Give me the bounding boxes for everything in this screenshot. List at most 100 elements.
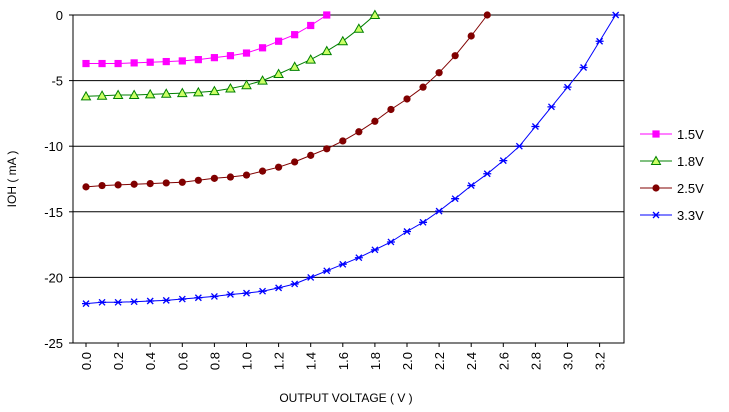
x-tick-label: 0.4 (143, 352, 158, 370)
data-point (307, 21, 315, 30)
data-point (162, 57, 170, 66)
data-point (258, 44, 267, 52)
x-tick-label: 1.8 (368, 352, 383, 370)
data-point (178, 295, 187, 303)
data-point (226, 52, 235, 60)
x-tick-label: 0.2 (111, 352, 126, 370)
y-tick-label: -10 (44, 139, 63, 154)
series-line (85, 14, 617, 305)
data-point (82, 59, 90, 68)
x-tick-label: 2.2 (432, 352, 447, 370)
data-point (226, 173, 235, 181)
data-point (483, 11, 491, 19)
data-point (323, 145, 331, 153)
series-line (85, 14, 488, 188)
data-point (323, 11, 331, 19)
data-point (403, 228, 411, 235)
data-point (210, 174, 218, 182)
data-point (144, 88, 156, 99)
data-point (128, 89, 140, 100)
data-point (387, 105, 395, 114)
data-point (130, 180, 138, 188)
data-point (547, 103, 556, 111)
legend-item: 3.3V (640, 208, 704, 223)
data-point (291, 158, 299, 166)
data-point (209, 85, 220, 96)
y-tick-label: -25 (44, 336, 63, 351)
data-point (178, 178, 186, 186)
x-tick-label: 0.0 (79, 352, 94, 370)
series-1-8v (80, 9, 381, 101)
data-point (291, 31, 299, 39)
grid-lines (73, 14, 624, 344)
x-tick-label: 1.4 (304, 352, 319, 370)
data-point (403, 95, 411, 103)
x-tick-label: 0.8 (207, 352, 222, 370)
data-point (419, 218, 428, 226)
data-point (257, 75, 268, 85)
data-point (275, 163, 283, 171)
data-point (242, 289, 251, 297)
data-point (258, 167, 267, 175)
data-point (82, 300, 90, 308)
data-point (160, 88, 172, 98)
x-tick-label: 3.0 (561, 352, 576, 370)
data-point (369, 9, 381, 19)
data-point (82, 183, 90, 191)
x-tick-label: 1.0 (240, 352, 255, 370)
data-point (451, 52, 459, 60)
data-point (130, 298, 139, 306)
y-axis-ticks: 0 -5 -10 -15 -20 -25 (44, 8, 73, 351)
data-point (178, 57, 186, 65)
data-point (435, 69, 443, 77)
data-point (192, 86, 204, 97)
data-point (339, 137, 347, 145)
data-point (579, 64, 588, 71)
data-point (321, 45, 333, 56)
data-point (531, 123, 540, 130)
data-point (338, 260, 347, 268)
data-point (290, 280, 299, 288)
data-point (146, 58, 154, 66)
series-1-5v (82, 11, 331, 68)
x-axis-title: OUTPUT VOLTAGE ( V ) (279, 391, 412, 405)
data-point (451, 195, 460, 203)
x-tick-label: 1.2 (272, 352, 287, 370)
data-point (307, 151, 315, 159)
data-point (515, 142, 524, 150)
data-point (114, 59, 122, 68)
data-point (435, 207, 444, 215)
y-tick-label: -5 (51, 74, 63, 89)
data-point (194, 294, 203, 302)
data-point (289, 61, 301, 71)
data-point (176, 87, 188, 98)
data-point (242, 49, 251, 57)
data-point (194, 176, 202, 184)
x-tick-label: 1.6 (336, 352, 351, 370)
data-point (306, 273, 315, 281)
data-point (652, 130, 660, 138)
data-point (371, 117, 379, 125)
data-point (499, 157, 508, 165)
y-axis-title: IOH ( mA ) (5, 151, 19, 208)
data-point (98, 181, 106, 190)
y-tick-label: -15 (44, 205, 63, 220)
legend-label: 1.8V (677, 154, 704, 169)
data-point (355, 128, 363, 136)
data-point (370, 246, 379, 254)
data-point (322, 267, 331, 275)
data-point (194, 56, 202, 64)
data-point (467, 32, 475, 40)
data-point (210, 292, 219, 300)
data-point (650, 155, 662, 165)
legend-item: 1.5V (640, 127, 704, 142)
data-point (162, 296, 171, 304)
data-point (146, 297, 155, 305)
y-tick-label: 0 (56, 8, 63, 23)
plot-area-frame (72, 14, 625, 344)
series-line (86, 14, 328, 64)
legend-item: 2.5V (640, 181, 704, 196)
data-point (96, 90, 108, 100)
data-point (80, 90, 92, 101)
